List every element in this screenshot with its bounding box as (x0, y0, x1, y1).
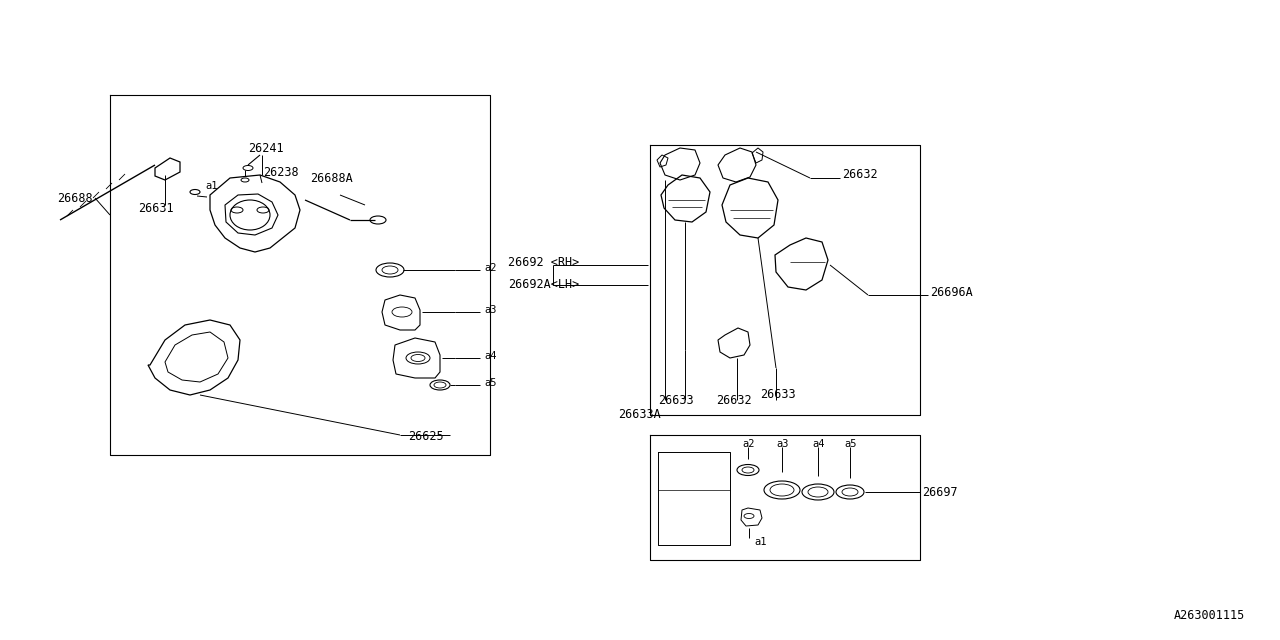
Text: a4: a4 (812, 439, 824, 449)
Text: 26241: 26241 (248, 141, 284, 154)
Text: 26625: 26625 (408, 431, 444, 444)
Text: 26697: 26697 (922, 486, 957, 499)
Text: a3: a3 (484, 305, 497, 315)
Text: 26696A: 26696A (931, 287, 973, 300)
Text: a1: a1 (205, 181, 218, 191)
Text: 26692 <RH>: 26692 <RH> (508, 255, 580, 269)
Text: 26688: 26688 (58, 191, 92, 205)
Text: 26238: 26238 (262, 166, 298, 179)
Text: 26632: 26632 (716, 394, 751, 406)
Text: A263001115: A263001115 (1174, 609, 1245, 622)
Text: 26633: 26633 (760, 388, 796, 401)
Text: 26632: 26632 (842, 168, 878, 182)
Text: a5: a5 (844, 439, 856, 449)
Text: 26692A<LH>: 26692A<LH> (508, 278, 580, 291)
Text: 26633A: 26633A (618, 408, 660, 422)
Text: a2: a2 (742, 439, 754, 449)
Text: 26633: 26633 (658, 394, 694, 406)
Text: 26631: 26631 (138, 202, 174, 214)
Text: a3: a3 (776, 439, 788, 449)
Text: a4: a4 (484, 351, 497, 361)
Text: a2: a2 (484, 263, 497, 273)
Text: a5: a5 (484, 378, 497, 388)
Text: a1: a1 (754, 537, 767, 547)
Text: 26688A: 26688A (310, 172, 353, 184)
